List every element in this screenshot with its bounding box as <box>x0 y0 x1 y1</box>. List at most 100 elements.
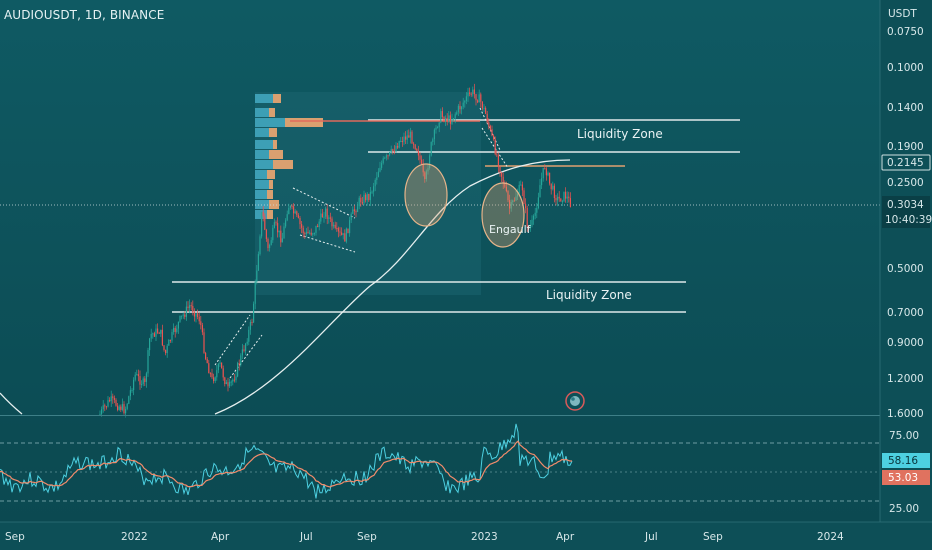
candle-body <box>550 183 552 190</box>
candle-body <box>323 216 325 218</box>
candle-body <box>390 149 392 153</box>
candle-body <box>379 167 381 172</box>
candle-body <box>184 314 186 317</box>
candle-body <box>541 178 543 186</box>
price-tick: 1.2000 <box>887 373 924 385</box>
candle-body <box>149 338 151 351</box>
candle-body <box>321 213 323 218</box>
candle-body <box>457 105 459 113</box>
candle-body <box>485 107 487 114</box>
candle-body <box>470 93 472 95</box>
candle-body <box>115 399 117 406</box>
candle-body <box>309 232 311 234</box>
level-price-tag <box>881 154 931 171</box>
candle-body <box>206 358 208 364</box>
candle-body <box>147 350 149 374</box>
time-label: Apr <box>556 531 575 543</box>
candle-body <box>557 196 559 201</box>
candle-body <box>477 100 479 103</box>
time-label: 2023 <box>471 531 498 543</box>
candle-body <box>475 94 477 101</box>
candle-body <box>497 155 499 167</box>
candle-body <box>397 146 399 148</box>
time-label: Sep <box>5 531 25 543</box>
candle-body <box>509 200 511 209</box>
candle-body <box>552 185 554 190</box>
candle-body <box>473 89 475 95</box>
candle-body <box>480 94 482 102</box>
candle-body <box>547 172 549 176</box>
volume-profile-bar <box>267 190 273 199</box>
candle-body <box>422 163 424 173</box>
candle-body <box>425 171 427 180</box>
candle-body <box>192 305 194 313</box>
candle-body <box>181 315 183 317</box>
candle-body <box>329 217 331 219</box>
candle-body <box>291 205 293 207</box>
candle-body <box>328 217 330 219</box>
candle-body <box>387 155 389 157</box>
candle-body <box>505 186 507 192</box>
candle-body <box>326 208 328 219</box>
candle-body <box>104 405 106 407</box>
candle-body <box>198 316 200 322</box>
candle-body <box>270 240 272 245</box>
candle-body <box>443 116 445 122</box>
candle-body <box>494 139 496 155</box>
candle-body <box>368 193 370 201</box>
candle-body <box>336 228 338 230</box>
time-axis-labels: Sep 2022 Apr Jul Sep 2023 Apr Jul Sep 20… <box>5 531 844 543</box>
current-price-text: 0.3034 <box>887 199 924 211</box>
candle-body <box>129 390 131 397</box>
time-axis[interactable] <box>0 522 932 550</box>
volume-profile-bar <box>269 180 273 189</box>
rsi-value-text: 58.16 <box>888 455 918 467</box>
candle-body <box>345 228 347 242</box>
candle-body <box>342 233 344 235</box>
level-price-text: 0.2145 <box>887 157 924 169</box>
volume-profile-bar <box>273 94 281 103</box>
currency-label: USDT <box>888 8 917 20</box>
rsi-tick-75: 75.00 <box>889 430 919 442</box>
candle-body <box>174 327 176 332</box>
candle-body <box>219 362 221 364</box>
candle-body <box>409 131 411 138</box>
candle-body <box>513 200 515 202</box>
candle-body <box>299 217 301 225</box>
candle-body <box>238 363 240 365</box>
volume-profile-bar <box>273 160 293 169</box>
candle-body <box>454 114 456 119</box>
candle-body <box>245 343 247 351</box>
candle-body <box>413 143 415 145</box>
candle-body <box>285 220 287 227</box>
event-marker-icon[interactable] <box>565 391 585 411</box>
candle-body <box>235 376 237 381</box>
candle-body <box>363 194 365 204</box>
candle-body <box>483 107 485 109</box>
candle-body <box>371 191 373 193</box>
volume-profile-bar <box>269 128 277 137</box>
candle-body <box>566 196 568 199</box>
candle-body <box>401 140 403 142</box>
price-tick: 0.2500 <box>887 177 924 189</box>
candle-body <box>561 201 563 203</box>
candle-body <box>118 406 120 410</box>
candle-body <box>203 332 205 353</box>
rsi-value-tag <box>882 453 930 468</box>
candle-body <box>542 167 544 179</box>
candle-body <box>99 413 101 415</box>
price-axis[interactable] <box>880 0 932 522</box>
candle-body <box>537 197 539 209</box>
candle-body <box>133 379 135 391</box>
candle-body <box>233 379 235 381</box>
candle-body <box>232 379 234 382</box>
candle-body <box>529 225 531 229</box>
candle-body <box>283 226 285 239</box>
candle-body <box>155 328 157 337</box>
candle-body <box>224 377 226 385</box>
candle-body <box>373 186 375 192</box>
candle-body <box>478 94 480 103</box>
candle-body <box>110 396 112 402</box>
candle-body <box>357 206 359 212</box>
